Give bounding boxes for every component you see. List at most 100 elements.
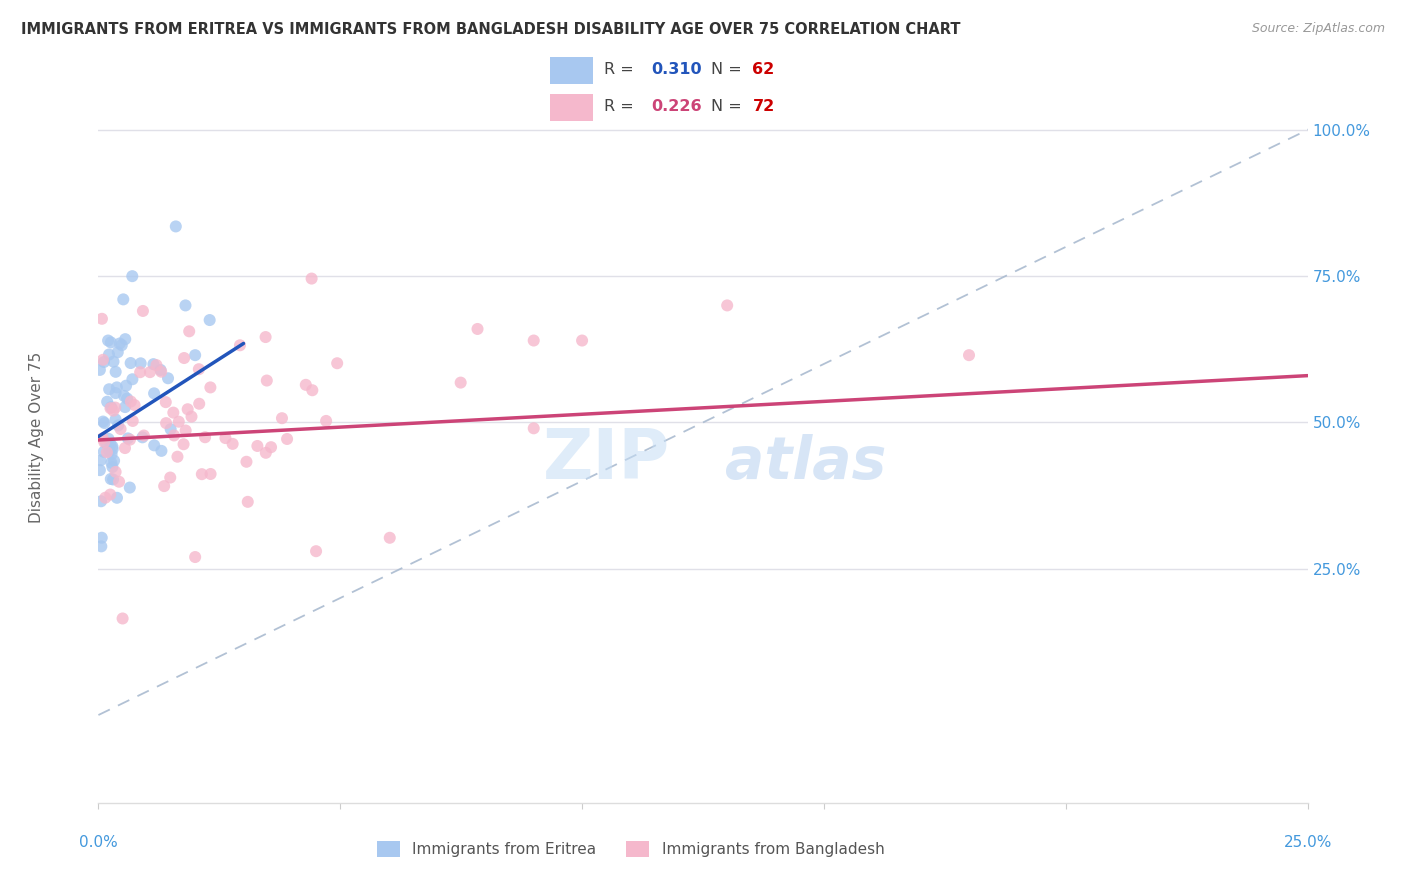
Point	[236, 495, 259, 509]
Point	[114, 400, 136, 414]
Point	[117, 431, 139, 445]
Point	[129, 356, 152, 370]
Point	[118, 433, 141, 447]
Point	[191, 467, 214, 482]
Point	[100, 472, 122, 486]
Point	[155, 416, 177, 430]
Point	[94, 491, 117, 505]
Point	[450, 376, 472, 390]
Point	[187, 362, 209, 376]
Point	[200, 467, 222, 481]
Point	[121, 372, 143, 386]
Point	[90, 540, 112, 554]
Point	[176, 402, 198, 417]
Text: 72: 72	[752, 99, 775, 114]
Point	[93, 416, 115, 430]
Point	[150, 365, 173, 379]
Point	[104, 386, 127, 401]
Point	[105, 491, 128, 505]
Point	[276, 432, 298, 446]
Point	[315, 414, 337, 428]
Point	[149, 363, 172, 377]
Point	[378, 531, 401, 545]
Point	[98, 382, 121, 396]
Point	[142, 357, 165, 371]
Point	[107, 345, 129, 359]
Point	[198, 313, 221, 327]
Point	[159, 422, 181, 436]
Point	[174, 424, 197, 438]
FancyBboxPatch shape	[550, 94, 593, 121]
Point	[143, 386, 166, 401]
Text: 0.0%: 0.0%	[79, 835, 118, 850]
Legend: Immigrants from Eritrea, Immigrants from Bangladesh: Immigrants from Eritrea, Immigrants from…	[377, 841, 884, 857]
Point	[139, 365, 162, 379]
Text: N =: N =	[711, 62, 747, 78]
Point	[188, 397, 211, 411]
Point	[91, 431, 114, 445]
Point	[91, 352, 114, 367]
Point	[100, 437, 122, 451]
Point	[98, 444, 121, 458]
Point	[115, 378, 138, 392]
Point	[112, 389, 135, 403]
Point	[91, 415, 114, 429]
Point	[94, 436, 117, 450]
Point	[132, 304, 155, 318]
Point	[100, 401, 122, 416]
Point	[93, 445, 115, 459]
Point	[271, 411, 294, 425]
Point	[200, 380, 222, 394]
Point	[957, 348, 980, 362]
Point	[131, 430, 153, 444]
Point	[132, 428, 155, 442]
Point	[97, 334, 120, 348]
Point	[153, 479, 176, 493]
Point	[326, 356, 349, 370]
Point	[159, 470, 181, 484]
Point	[105, 380, 128, 394]
Point	[110, 422, 132, 436]
Point	[246, 439, 269, 453]
Point	[235, 455, 257, 469]
Point	[107, 418, 129, 433]
Point	[104, 412, 127, 426]
Text: 25.0%: 25.0%	[1284, 835, 1331, 850]
Point	[108, 336, 131, 351]
Point	[90, 311, 112, 326]
Point	[157, 371, 180, 385]
Point	[90, 453, 112, 467]
Point	[523, 334, 546, 348]
Point	[221, 437, 243, 451]
Point	[165, 219, 187, 234]
Point	[162, 406, 184, 420]
Point	[184, 348, 207, 362]
Point	[155, 395, 177, 409]
Point	[89, 363, 111, 377]
Point	[108, 475, 131, 489]
Point	[104, 401, 127, 415]
Point	[166, 450, 188, 464]
Point	[194, 430, 217, 444]
Text: Disability Age Over 75: Disability Age Over 75	[30, 351, 44, 523]
Point	[129, 365, 152, 379]
Point	[571, 334, 593, 348]
Point	[90, 494, 112, 508]
Point	[180, 409, 202, 424]
Point	[163, 428, 186, 442]
Point	[121, 414, 143, 428]
Point	[100, 335, 122, 350]
Point	[294, 377, 316, 392]
Point	[89, 463, 111, 477]
Point	[174, 298, 197, 312]
Point	[101, 439, 124, 453]
Point	[118, 481, 141, 495]
Point	[254, 446, 277, 460]
Text: atlas: atlas	[725, 434, 886, 491]
Text: R =: R =	[605, 99, 640, 114]
Point	[100, 447, 122, 461]
Text: R =: R =	[605, 62, 640, 78]
Point	[260, 440, 283, 454]
Point	[179, 324, 201, 338]
Point	[90, 531, 112, 545]
